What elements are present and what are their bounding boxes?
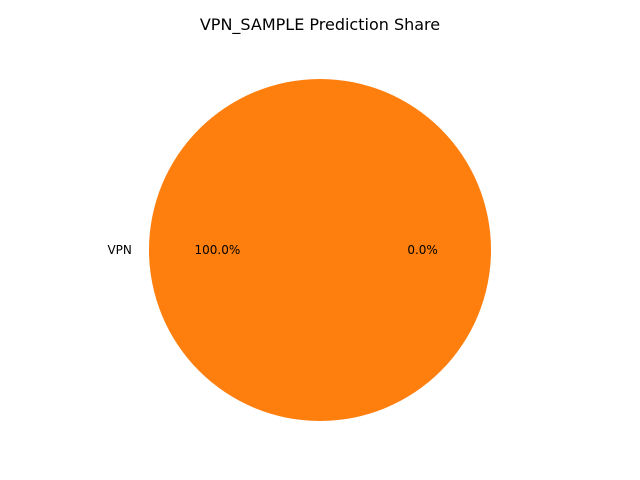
- pie-labels: 0.0% 100.0% VPN: [107, 243, 437, 257]
- pie-pct-label-0: 0.0%: [407, 243, 438, 257]
- pie-category-label-1: VPN: [107, 243, 131, 257]
- chart-title: VPN_SAMPLE Prediction Share: [200, 15, 440, 35]
- pie-slices: [149, 79, 491, 421]
- pie-slice-1: [149, 79, 491, 421]
- pie-pct-label-1: 100.0%: [195, 243, 241, 257]
